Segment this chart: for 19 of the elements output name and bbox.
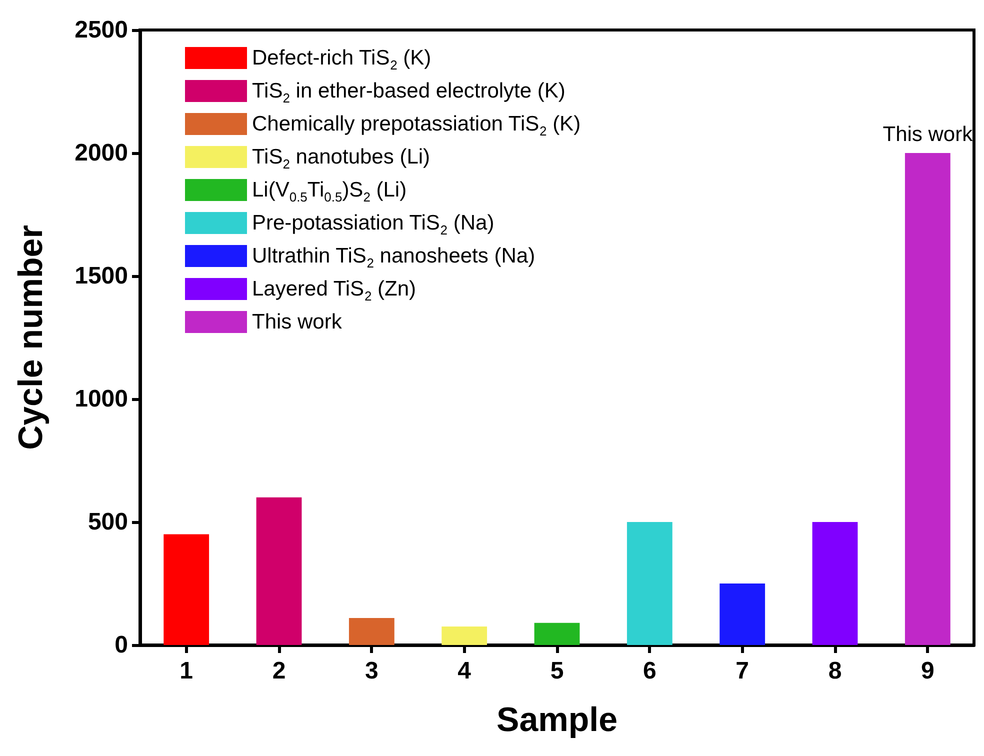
x-tick-label: 3	[364, 658, 378, 684]
x-tick-label: 4	[458, 658, 472, 684]
x-tick-label: 2	[272, 658, 286, 684]
x-tick-label: 1	[180, 658, 194, 684]
x-tick-label: 5	[550, 658, 564, 684]
y-tick-label: 0	[114, 632, 128, 658]
y-tick-label: 2000	[74, 140, 128, 166]
legend-label: This work	[252, 310, 342, 334]
y-axis-title: Cycle number	[12, 225, 50, 450]
annotation: This work	[882, 123, 974, 146]
x-tick-label: 7	[736, 658, 750, 684]
x-axis-title: Sample	[496, 701, 618, 739]
x-tick-label: 8	[828, 658, 842, 684]
y-tick-label: 1000	[74, 386, 128, 412]
y-tick-label: 2500	[74, 16, 128, 44]
y-tick-label: 500	[88, 508, 128, 536]
x-tick-label: 9	[920, 658, 934, 684]
x-tick-label: 6	[642, 658, 656, 684]
y-tick-label: 1500	[74, 262, 128, 290]
